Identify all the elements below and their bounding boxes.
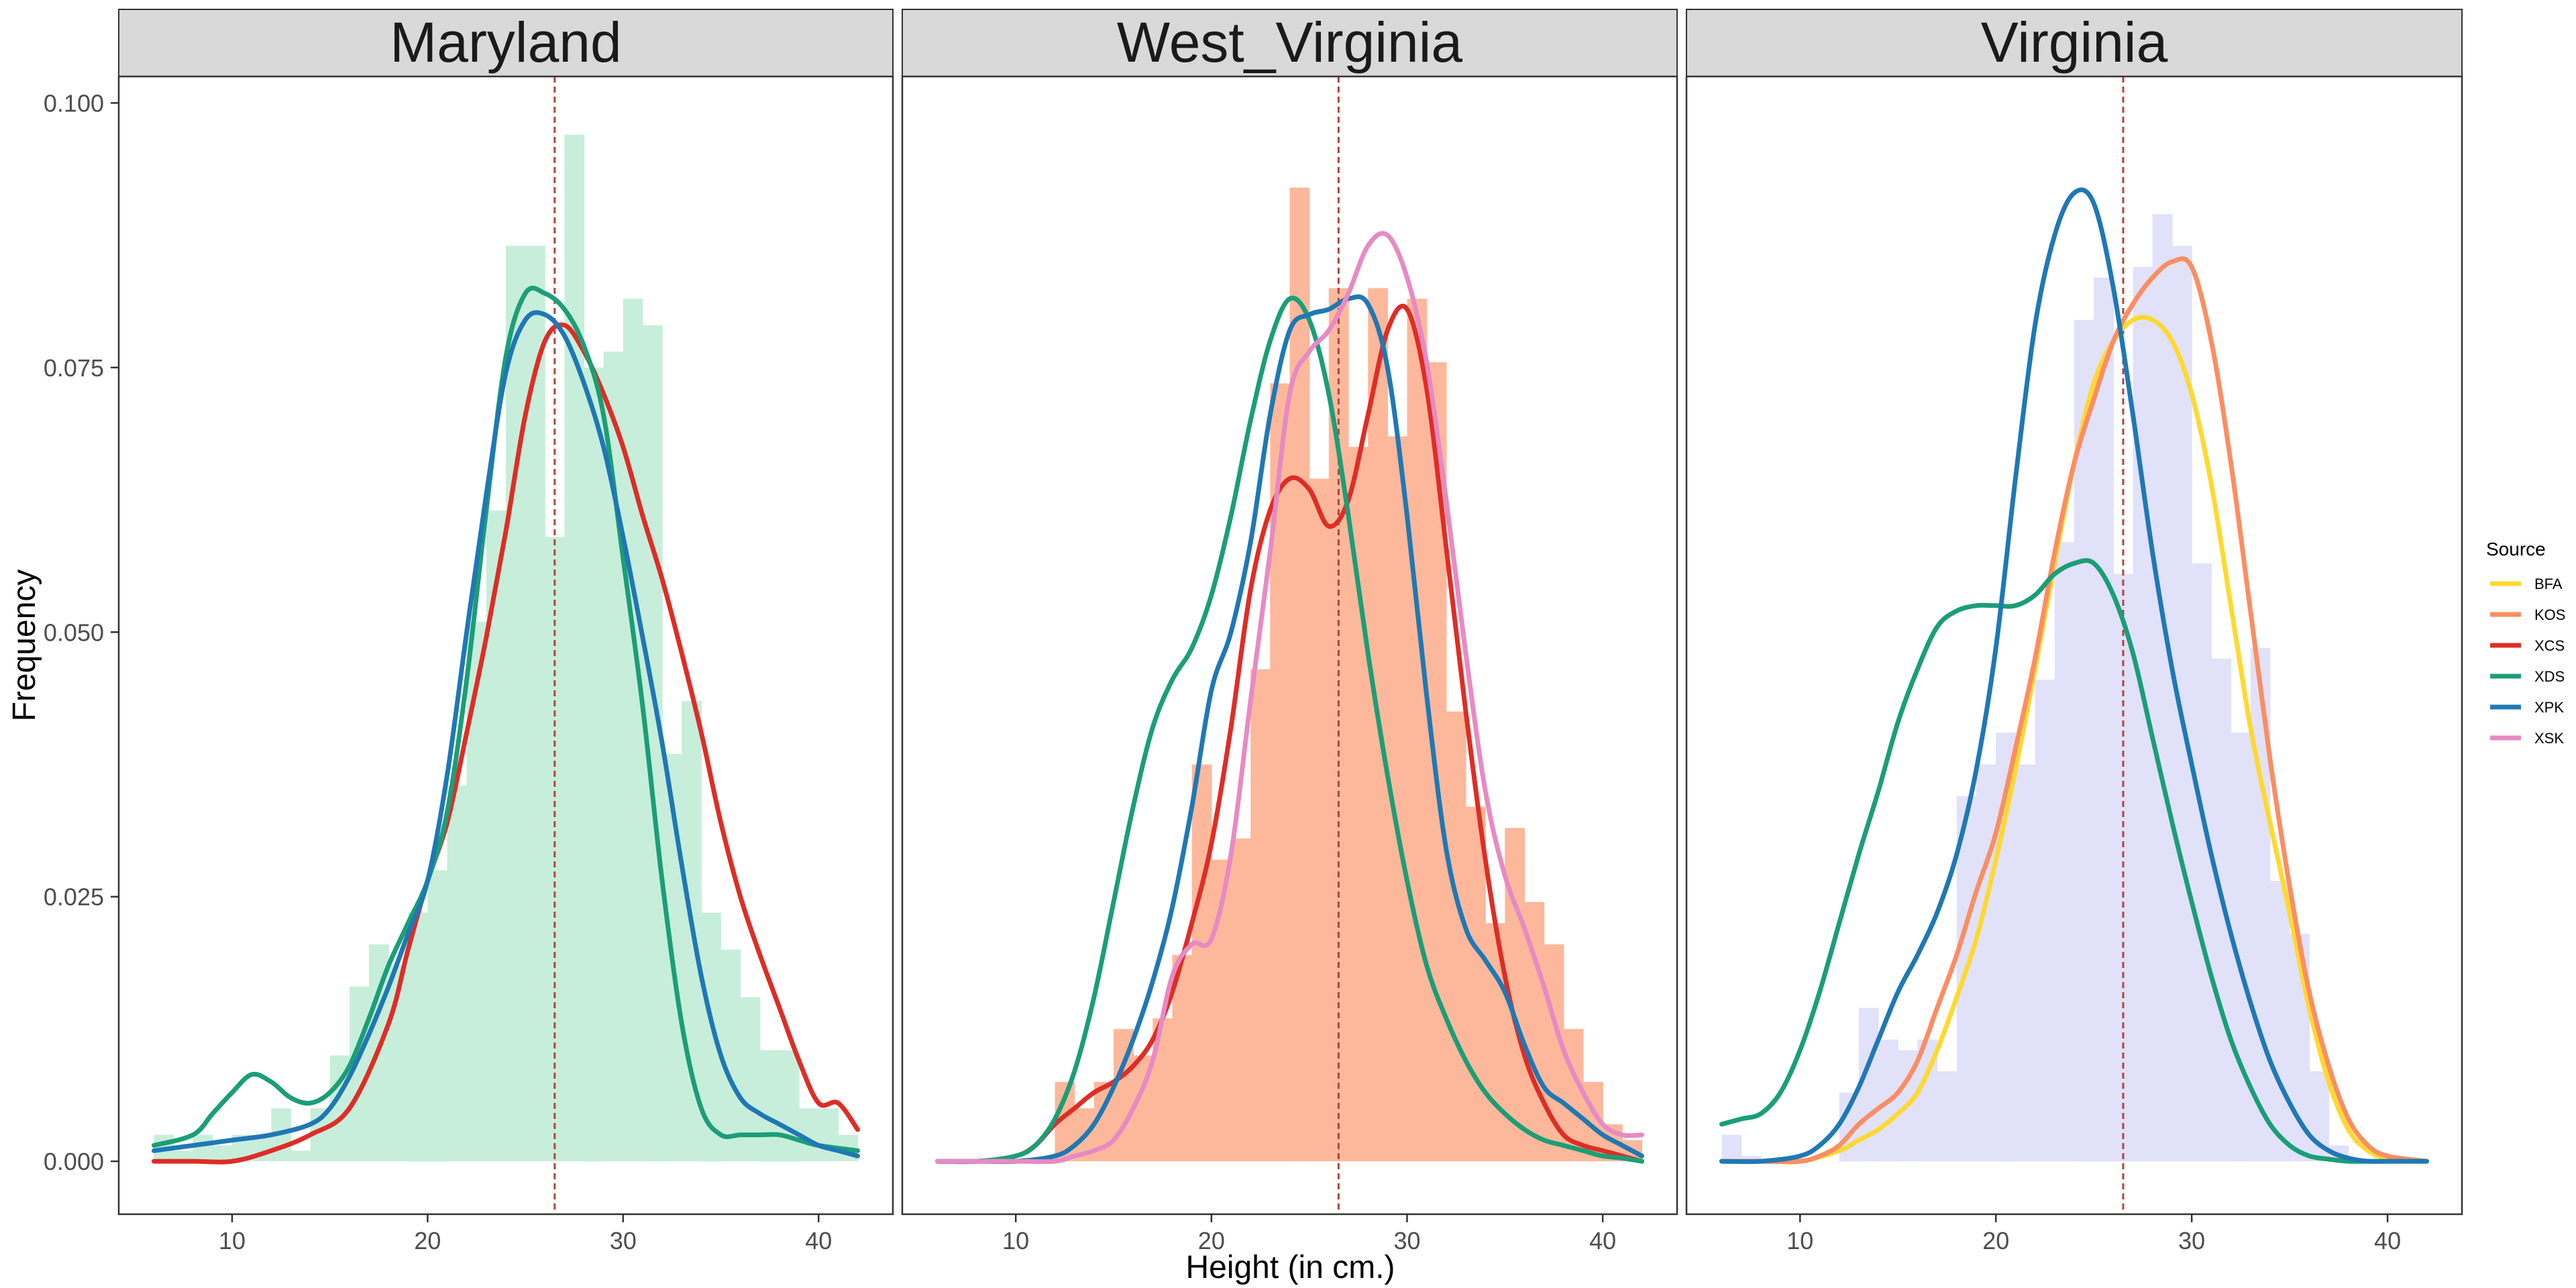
x-tick-label: 40 (805, 1227, 832, 1254)
histogram-bar (564, 134, 585, 1162)
histogram-bar (2074, 319, 2094, 1162)
histogram-bar (506, 246, 526, 1162)
y-tick-label: 0.100 (44, 89, 104, 117)
density-curve-xds (1719, 558, 2429, 1164)
histogram-bar (212, 1145, 233, 1162)
histogram-bar (1976, 764, 1996, 1162)
x-tick-label: 20 (1198, 1227, 1225, 1254)
histogram-bar (1741, 1156, 1762, 1162)
histogram-bar (780, 1050, 800, 1162)
panel-border (117, 75, 894, 1216)
histogram-bar (447, 786, 468, 1162)
histogram-bar (408, 912, 428, 1162)
x-tick-label: 40 (2374, 1227, 2401, 1254)
panel-border (1685, 75, 2463, 1216)
density-curve-xpk (935, 294, 1644, 1165)
histogram-bar (2152, 214, 2173, 1162)
density-curve-xsk (935, 231, 1644, 1165)
histogram-bar (2015, 764, 2036, 1162)
density-curve-xds (935, 295, 1644, 1165)
facet-strip-title: Virginia (1981, 11, 2168, 74)
histogram-bar (193, 1134, 213, 1162)
histogram-bar (1721, 1134, 1742, 1162)
panel-border (901, 75, 1678, 1216)
histogram-bar (1348, 447, 1368, 1162)
facet-strip-title: Maryland (390, 11, 621, 74)
x-tick-label: 30 (610, 1227, 637, 1254)
histogram-bar (290, 1150, 311, 1162)
legend-title: Source (2486, 539, 2546, 559)
x-tick-label: 30 (1393, 1227, 1420, 1254)
histogram-bar (2094, 277, 2114, 1162)
histogram-bar (1309, 478, 1330, 1162)
density-curve-xpk (152, 310, 860, 1159)
x-tick-label: 30 (2178, 1227, 2205, 1254)
histogram-bar (2269, 881, 2290, 1162)
histogram-bar (427, 870, 448, 1162)
histogram-bar (466, 621, 487, 1162)
density-curve-kos (1719, 256, 2429, 1165)
histogram-bar (173, 1150, 194, 1162)
histogram-bar (623, 299, 643, 1162)
x-tick-label: 10 (1786, 1227, 1813, 1254)
x-tick-label: 10 (219, 1227, 246, 1254)
histogram-bar (1466, 806, 1486, 1162)
histogram-bar (2211, 658, 2232, 1162)
y-tick-label: 0.050 (44, 619, 104, 646)
histogram-bar (1250, 669, 1271, 1162)
x-tick-label: 10 (1002, 1227, 1029, 1254)
x-tick-label: 20 (414, 1227, 441, 1254)
histogram-bar (1956, 796, 1977, 1162)
y-tick-label: 0.025 (44, 883, 104, 911)
x-tick-label: 20 (1982, 1227, 2009, 1254)
facet-panel-virginia: Virginia 10 20 30 40 (1685, 9, 2463, 1254)
histogram-bar (584, 367, 604, 1162)
facet-strip-title: West_Virginia (1117, 11, 1462, 74)
histogram-bar (1937, 1071, 1957, 1162)
histogram-bar (1191, 764, 1212, 1162)
x-axis-title: Height (in cm.) (1185, 1250, 1395, 1285)
histogram-bar (759, 1050, 780, 1162)
histogram-bar (1231, 838, 1251, 1162)
x-tick-label: 40 (1589, 1227, 1616, 1254)
legend-label-bfa: BFA (2534, 576, 2563, 592)
density-curve-xpk (1719, 187, 2429, 1165)
y-axis-title: Frequency (7, 570, 42, 722)
histogram-bar (1446, 711, 1466, 1162)
facet-strip (902, 9, 1678, 77)
legend-label-xcs: XCS (2534, 637, 2565, 654)
histogram-bar (2054, 542, 2075, 1162)
histogram-bar (2035, 680, 2055, 1162)
legend: Source BFA KOS XCS XDS XPK XSK (2486, 539, 2565, 747)
legend-label-xsk: XSK (2534, 730, 2564, 747)
y-tick-label: 0.000 (44, 1148, 104, 1175)
histogram-bar (525, 246, 545, 1162)
legend-label-xds: XDS (2534, 668, 2565, 685)
histogram-bar (2172, 246, 2192, 1162)
facet-panel-west-virginia: West_Virginia 10 20 30 40 (901, 9, 1678, 1254)
density-curve-bfa (1719, 315, 2429, 1165)
histogram-bar (720, 949, 741, 1162)
histogram-bar (2133, 267, 2153, 1162)
facet-panel-maryland: Maryland 10 20 30 40 (117, 9, 894, 1254)
y-tick-label: 0.075 (44, 354, 104, 382)
histogram-bar (2192, 563, 2212, 1162)
legend-label-xpk: XPK (2534, 699, 2564, 716)
histogram-bar (818, 1108, 839, 1162)
facet-strip (118, 9, 894, 77)
histogram-bar (486, 510, 506, 1162)
density-curve-xds (152, 285, 860, 1153)
histogram-bar (1289, 187, 1310, 1162)
facet-strip (1686, 9, 2463, 77)
legend-label-kos: KOS (2534, 606, 2565, 623)
histogram-bar (1407, 299, 1428, 1162)
